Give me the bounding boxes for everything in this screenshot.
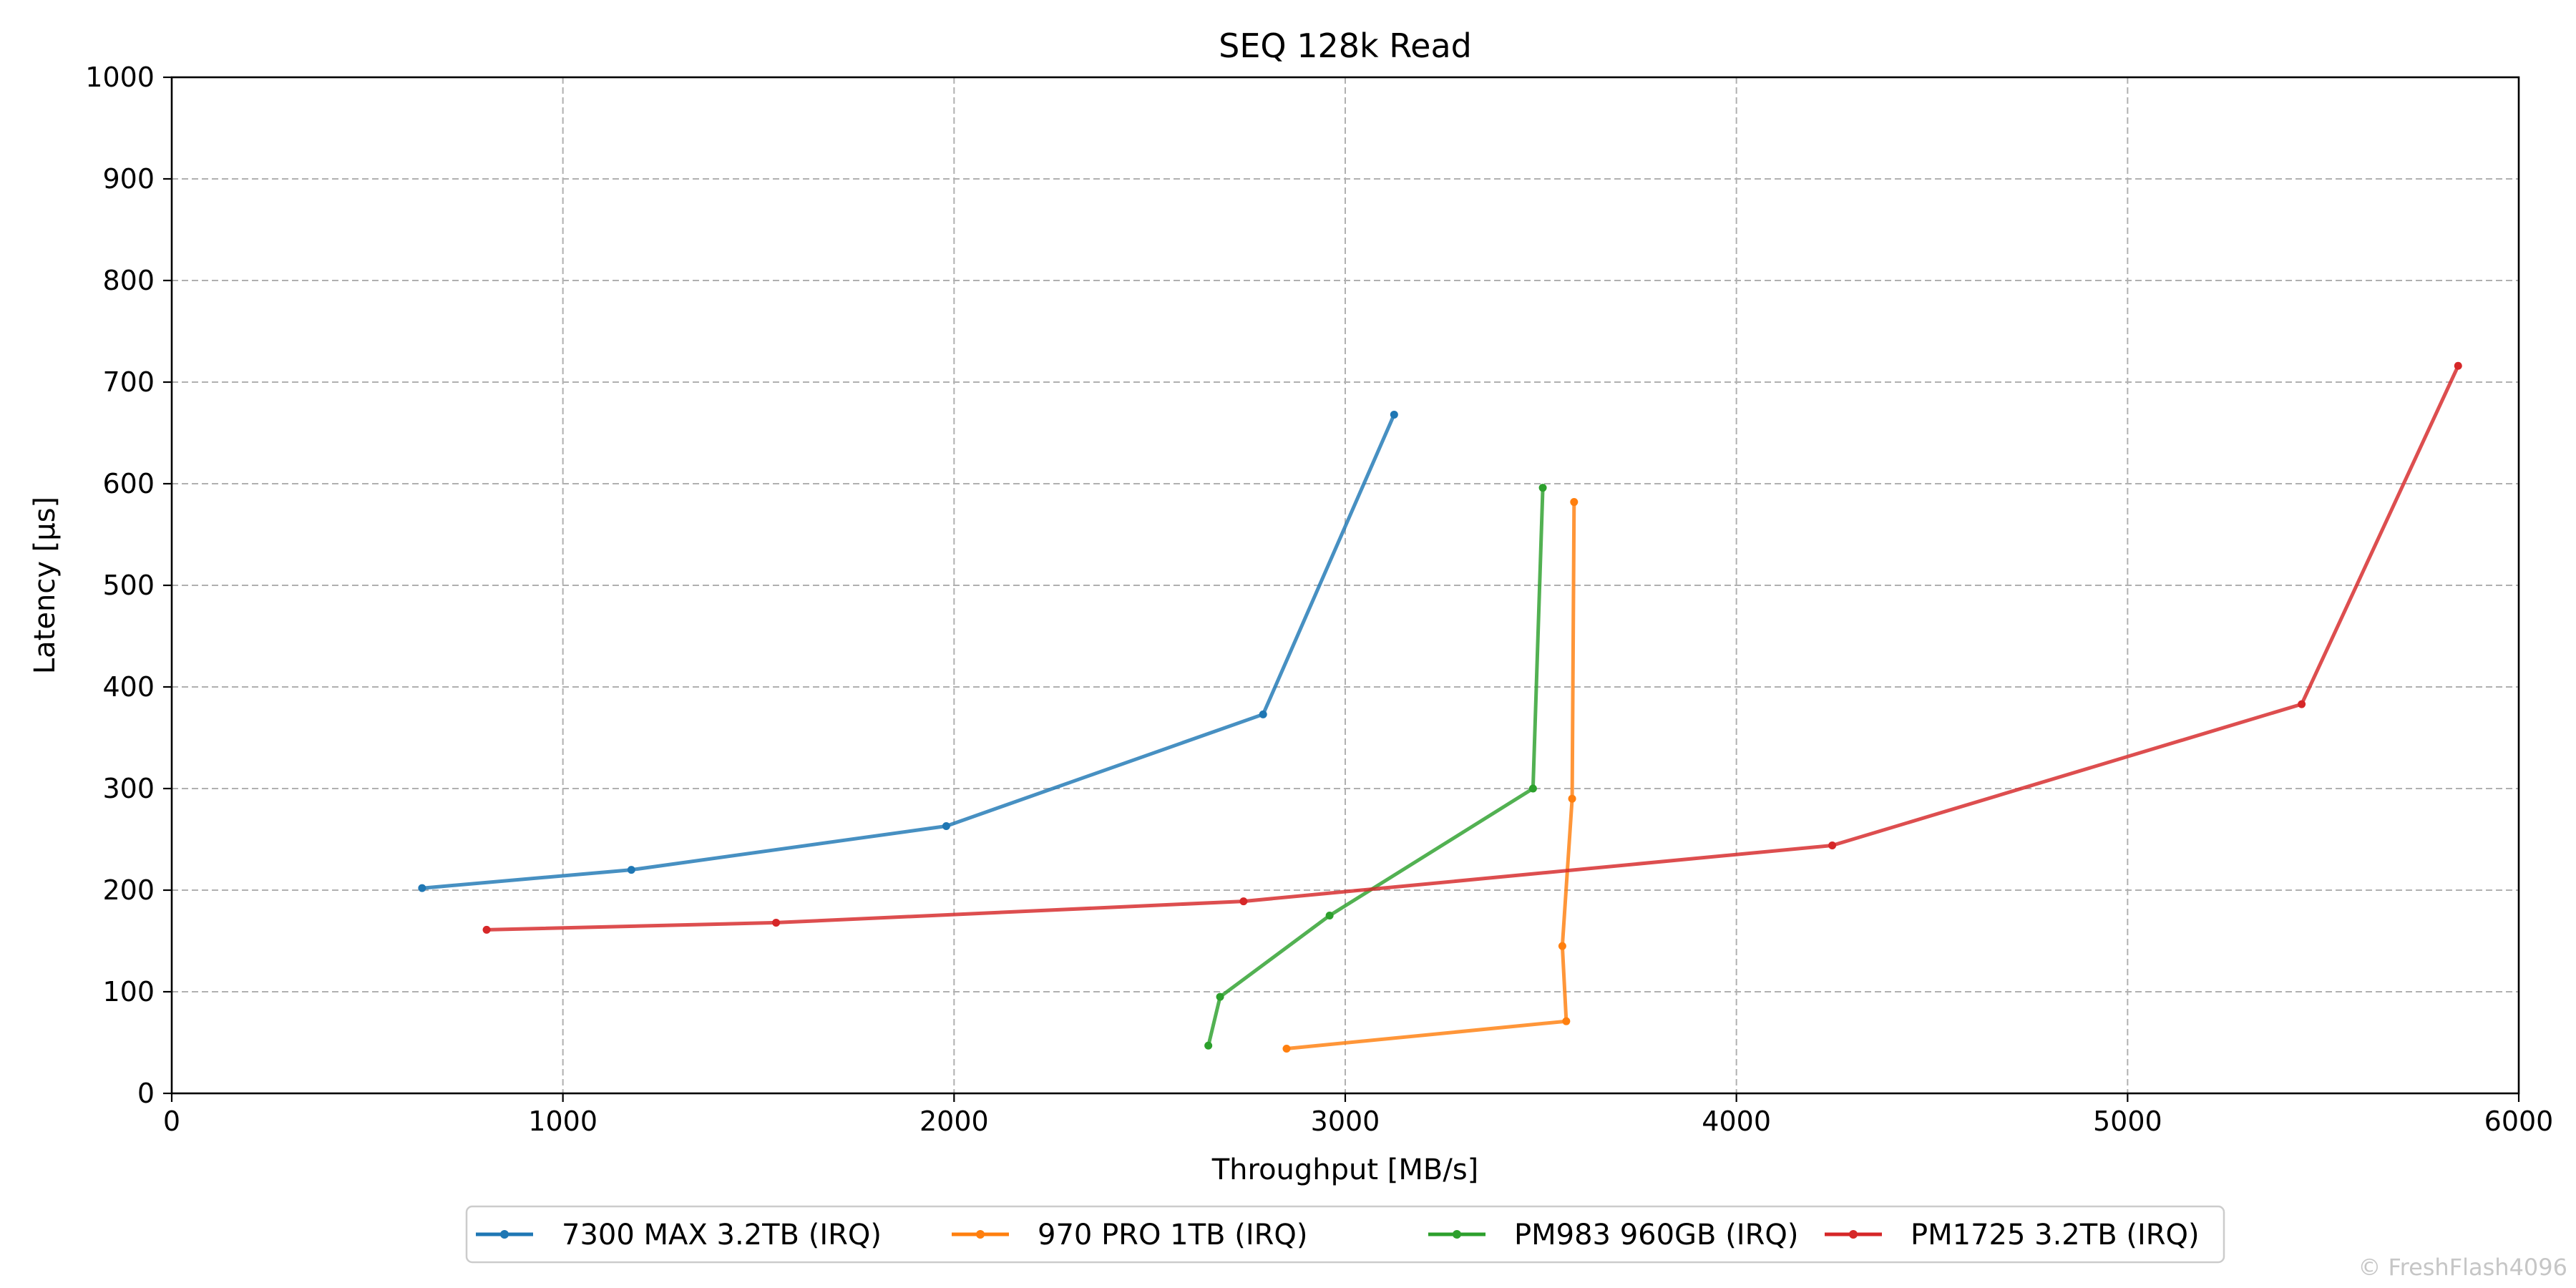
y-tick-label: 200 <box>102 874 155 906</box>
y-tick-label: 300 <box>102 773 155 804</box>
axis-ticks: 0 1000 2000 3000 4000 5000 6000 0 100 200 300 400 50… <box>85 62 2553 1137</box>
data-point <box>1538 484 1547 492</box>
legend-item: 970 PRO 1TB (IRQ) <box>952 1219 1308 1252</box>
grid-lines <box>172 77 2519 1093</box>
x-tick-label: 5000 <box>2093 1106 2162 1137</box>
data-point <box>1568 794 1576 803</box>
x-tick-label: 0 <box>163 1106 180 1137</box>
y-tick-label: 0 <box>137 1078 155 1109</box>
data-point <box>1216 992 1224 1001</box>
data-point <box>627 866 635 874</box>
y-tick-label: 800 <box>102 265 155 296</box>
data-point <box>1204 1041 1213 1050</box>
legend: 7300 MAX 3.2TB (IRQ) 970 PRO 1TB (IRQ) PM9… <box>465 1205 2225 1264</box>
data-point <box>1325 912 1334 919</box>
data-point <box>482 925 491 934</box>
data-point <box>1570 498 1579 507</box>
series-3 <box>1204 484 1547 1050</box>
legend-label: 7300 MAX 3.2TB (IRQ) <box>562 1219 882 1252</box>
legend-marker <box>1849 1230 1858 1239</box>
legend-marker <box>1453 1230 1461 1239</box>
legend-item: PM1725 3.2TB (IRQ) <box>1825 1219 2200 1252</box>
legend-label: PM1725 3.2TB (IRQ) <box>1911 1219 2200 1252</box>
legend-item: 7300 MAX 3.2TB (IRQ) <box>476 1219 882 1252</box>
series-line <box>484 364 2460 932</box>
data-point <box>1562 1017 1571 1025</box>
data-point <box>942 822 950 831</box>
data-point <box>1259 710 1267 718</box>
y-tick-label: 700 <box>102 366 155 398</box>
x-tick-label: 3000 <box>1311 1106 1380 1137</box>
legend-item: PM983 960GB (IRQ) <box>1428 1219 1798 1252</box>
y-tick-label: 900 <box>102 163 155 195</box>
x-tick-label: 4000 <box>1702 1106 1771 1137</box>
series-1 <box>418 410 1398 892</box>
data-point <box>1239 897 1248 906</box>
data-point <box>1282 1045 1291 1053</box>
y-axis-label: Latency [µs] <box>29 497 62 674</box>
series-lines <box>418 361 2462 1053</box>
data-point <box>1828 841 1837 850</box>
data-point <box>2454 361 2462 370</box>
x-tick-label: 2000 <box>919 1106 989 1137</box>
series-4 <box>482 361 2462 934</box>
legend-label: PM983 960GB (IRQ) <box>1514 1219 1798 1252</box>
x-tick-label: 1000 <box>528 1106 597 1137</box>
data-point <box>1528 784 1537 793</box>
y-tick-label: 1000 <box>85 62 155 93</box>
data-point <box>1558 942 1566 950</box>
data-point <box>1390 410 1398 419</box>
series-2 <box>1282 498 1579 1053</box>
data-point <box>418 884 426 892</box>
legend-marker <box>500 1230 509 1239</box>
chart-title: SEQ 128k Read <box>1219 26 1472 65</box>
data-point <box>2298 700 2306 708</box>
y-tick-label: 600 <box>102 468 155 499</box>
x-tick-label: 6000 <box>2484 1106 2554 1137</box>
y-tick-label: 100 <box>102 976 155 1008</box>
legend-frame <box>465 1205 2225 1264</box>
legend-label: 970 PRO 1TB (IRQ) <box>1038 1219 1308 1252</box>
y-tick-label: 500 <box>102 570 155 601</box>
data-point <box>772 918 781 927</box>
legend-marker <box>976 1230 985 1239</box>
watermark: © FreshFlash4096 <box>2358 1254 2567 1281</box>
x-axis-label: Throughput [MB/s] <box>1211 1153 1479 1186</box>
y-tick-label: 400 <box>102 671 155 703</box>
